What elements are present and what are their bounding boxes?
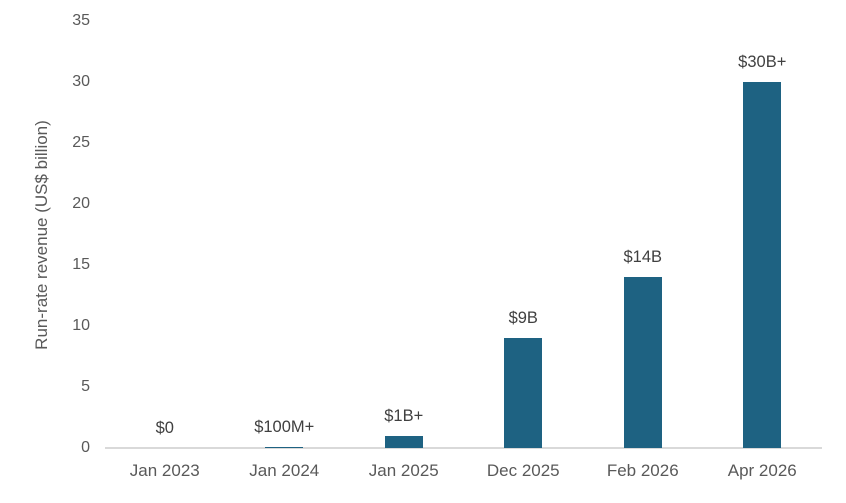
data-label: $0 bbox=[155, 419, 174, 437]
plot-area: $0 $100M+ $1B+ $9B $14B $30B+ bbox=[105, 21, 822, 449]
y-tick-label: 30 bbox=[72, 73, 90, 90]
y-tick-label: 25 bbox=[72, 134, 90, 151]
bar bbox=[504, 338, 543, 448]
y-tick-label: 10 bbox=[72, 317, 90, 334]
y-tick-label: 0 bbox=[81, 439, 90, 456]
bar bbox=[623, 277, 662, 448]
bar bbox=[384, 436, 423, 448]
data-label: $100M+ bbox=[254, 418, 315, 436]
x-category-label: Apr 2026 bbox=[727, 461, 797, 480]
data-label: $14B bbox=[623, 248, 663, 266]
bar bbox=[265, 447, 304, 448]
x-axis-line bbox=[105, 447, 822, 449]
x-category-label: Dec 2025 bbox=[486, 461, 560, 480]
y-tick-label: 5 bbox=[81, 378, 90, 395]
data-label: $1B+ bbox=[384, 407, 424, 425]
x-category-label: Jan 2023 bbox=[129, 461, 200, 480]
y-tick-label: 35 bbox=[72, 12, 90, 29]
data-label: $30B+ bbox=[738, 53, 787, 71]
y-axis-tick-labels: 0 5 10 15 20 25 30 35 bbox=[0, 12, 90, 456]
x-category-label: Jan 2025 bbox=[368, 461, 439, 480]
x-axis-category-labels: Jan 2023 Jan 2024 Jan 2025 Dec 2025 Feb 2026… bbox=[105, 461, 822, 485]
x-category-label: Feb 2026 bbox=[606, 461, 679, 480]
x-category-label: Jan 2024 bbox=[249, 461, 320, 480]
bar bbox=[743, 82, 782, 448]
y-tick-label: 15 bbox=[72, 256, 90, 273]
data-label: $9B bbox=[508, 309, 538, 327]
y-tick-label: 20 bbox=[72, 195, 90, 212]
